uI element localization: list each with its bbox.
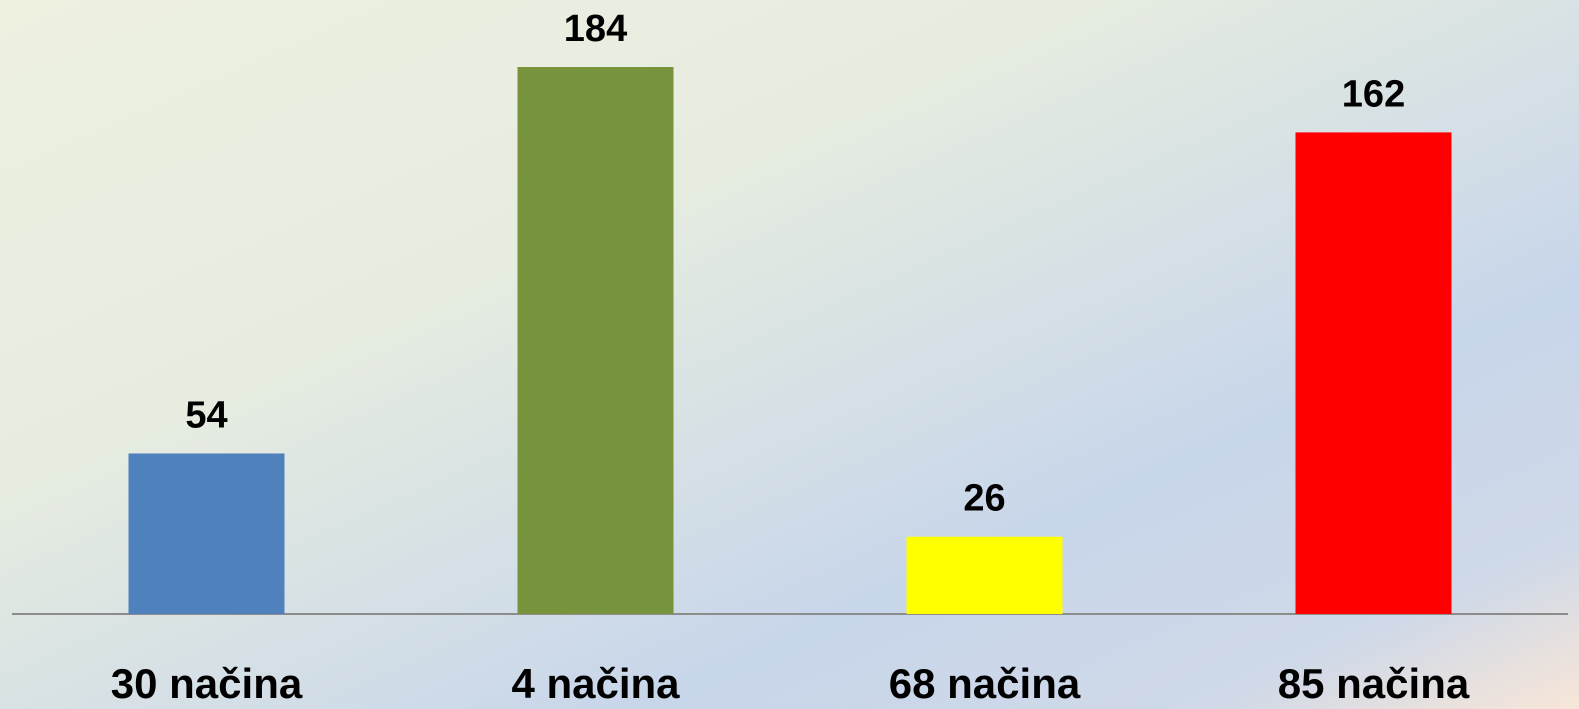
value-label: 184	[564, 8, 627, 50]
value-label: 54	[185, 394, 227, 436]
bar	[517, 67, 674, 614]
bar	[1295, 132, 1452, 615]
value-label: 162	[1342, 73, 1405, 115]
x-tick-label: 30 načina	[111, 660, 303, 707]
bar	[906, 536, 1063, 614]
value-label: 26	[963, 478, 1005, 520]
bar	[128, 453, 285, 614]
x-tick-label: 4 načina	[511, 660, 680, 707]
x-tick-label: 68 načina	[889, 660, 1081, 707]
x-tick-label: 85 načina	[1278, 660, 1470, 707]
